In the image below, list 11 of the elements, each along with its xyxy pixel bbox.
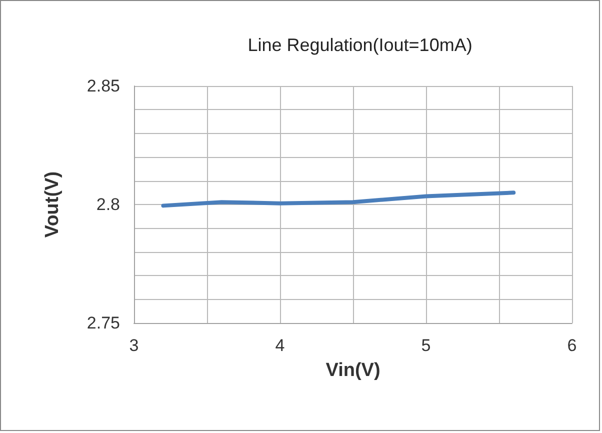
x-tick-label: 6 <box>567 336 577 355</box>
y-axis-title: Vout(V) <box>42 171 63 238</box>
x-tick-label: 5 <box>421 336 431 355</box>
x-tick-label: 3 <box>129 336 139 355</box>
x-tick-label: 4 <box>275 336 285 355</box>
line-series <box>161 190 516 208</box>
y-tick-label: 2.8 <box>96 195 120 214</box>
y-tick-label: 2.75 <box>86 314 120 332</box>
chart-title: Line Regulation(Iout=10mA) <box>248 35 472 55</box>
x-axis-title: Vin(V) <box>326 360 380 381</box>
y-tick-label: 2.85 <box>86 76 120 96</box>
